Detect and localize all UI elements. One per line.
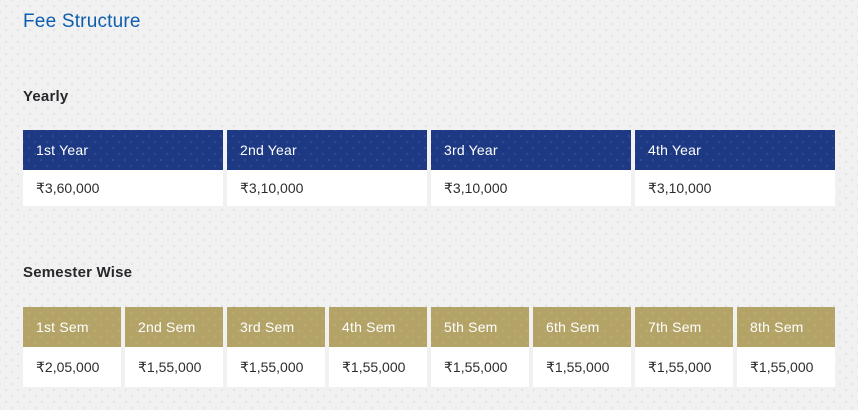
semester-value-cell: ₹1,55,000 <box>533 347 631 387</box>
semester-header-cell: 8th Sem <box>737 307 835 347</box>
semester-header-cell: 1st Sem <box>23 307 121 347</box>
yearly-fee-table: 1st Year 2nd Year 3rd Year 4th Year ₹3,60,00… <box>23 130 835 206</box>
semester-value-cell: ₹1,55,000 <box>125 347 223 387</box>
yearly-value-cell: ₹3,10,000 <box>431 170 631 206</box>
semester-fee-table: 1st Sem 2nd Sem 3rd Sem 4th Sem 5th Sem 6th S… <box>23 307 835 387</box>
yearly-header-cell: 1st Year <box>23 130 223 170</box>
yearly-value-cell: ₹3,60,000 <box>23 170 223 206</box>
semester-header-cell: 5th Sem <box>431 307 529 347</box>
yearly-value-cell: ₹3,10,000 <box>635 170 835 206</box>
yearly-header-cell: 4th Year <box>635 130 835 170</box>
semester-section-label: Semester Wise <box>23 264 133 281</box>
fee-structure-page: Fee Structure Yearly 1st Year 2nd Year 3rd… <box>23 11 835 387</box>
semester-section: Semester Wise 1st Sem 2nd Sem 3rd Sem 4th S… <box>23 264 835 387</box>
semester-header-cell: 7th Sem <box>635 307 733 347</box>
page-title: Fee Structure <box>23 11 141 32</box>
semester-header-cell: 6th Sem <box>533 307 631 347</box>
yearly-header-cell: 2nd Year <box>227 130 427 170</box>
semester-value-cell: ₹1,55,000 <box>329 347 427 387</box>
semester-value-cell: ₹1,55,000 <box>227 347 325 387</box>
yearly-section-label: Yearly <box>23 88 69 105</box>
semester-value-cell: ₹1,55,000 <box>635 347 733 387</box>
semester-value-cell: ₹1,55,000 <box>431 347 529 387</box>
semester-header-cell: 3rd Sem <box>227 307 325 347</box>
semester-value-cell: ₹1,55,000 <box>737 347 835 387</box>
yearly-value-cell: ₹3,10,000 <box>227 170 427 206</box>
yearly-section: Yearly 1st Year 2nd Year 3rd Year 4th Year ₹… <box>23 88 835 206</box>
semester-value-cell: ₹2,05,000 <box>23 347 121 387</box>
semester-header-cell: 2nd Sem <box>125 307 223 347</box>
semester-header-cell: 4th Sem <box>329 307 427 347</box>
yearly-header-cell: 3rd Year <box>431 130 631 170</box>
